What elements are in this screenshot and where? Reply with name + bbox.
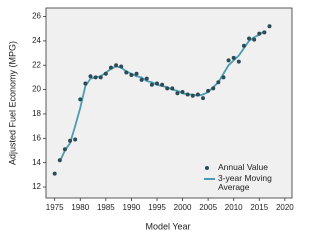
- legend-symbol: [204, 178, 215, 180]
- data-point: [190, 93, 195, 98]
- data-point: [252, 37, 257, 42]
- data-point: [160, 82, 165, 87]
- x-tick-label: 2010: [225, 203, 243, 212]
- x-tick-label: 2005: [199, 203, 217, 212]
- data-point: [170, 86, 175, 91]
- y-tick-label: 22: [32, 60, 41, 69]
- y-tick-label: 20: [32, 85, 41, 94]
- x-tick-label: 1980: [71, 203, 89, 212]
- data-point: [231, 55, 236, 60]
- data-point: [68, 138, 73, 143]
- y-tick-label: 24: [32, 36, 41, 45]
- y-tick-label: 16: [32, 133, 41, 142]
- data-point: [262, 30, 267, 35]
- data-point: [144, 76, 149, 81]
- y-tick-label: 12: [32, 182, 41, 191]
- y-axis-label: Adjusted Fuel Economy (MPG): [7, 41, 17, 165]
- data-point: [267, 24, 272, 29]
- data-point: [129, 72, 134, 77]
- data-point: [257, 31, 262, 36]
- data-point: [98, 75, 103, 80]
- data-point: [241, 43, 246, 48]
- data-point: [52, 171, 57, 176]
- data-point: [211, 86, 216, 91]
- data-point: [216, 80, 221, 85]
- data-point: [195, 92, 200, 97]
- legend-label: Annual Value: [218, 162, 268, 172]
- legend-entry: 3-year Moving Average: [202, 174, 288, 192]
- data-point: [206, 88, 211, 93]
- data-point: [165, 86, 170, 91]
- data-point: [221, 75, 226, 80]
- data-point: [114, 63, 119, 68]
- x-tick-label: 1985: [97, 203, 115, 212]
- x-tick-label: 1975: [46, 203, 64, 212]
- x-axis-label: Model Year: [145, 221, 190, 231]
- data-point: [180, 90, 185, 95]
- data-point: [236, 59, 241, 64]
- data-point: [185, 92, 190, 97]
- data-point: [62, 147, 67, 152]
- legend: Annual Value 3-year Moving Average: [202, 163, 288, 194]
- x-tick-label: 2015: [250, 203, 268, 212]
- x-tick-label: 1990: [123, 203, 141, 212]
- data-point: [93, 75, 98, 80]
- data-point: [119, 64, 124, 69]
- data-point: [139, 77, 144, 82]
- x-tick-label: 2020: [276, 203, 294, 212]
- y-tick-label: 26: [32, 12, 41, 21]
- legend-label: 3-year Moving Average: [218, 173, 272, 192]
- data-point: [247, 36, 252, 41]
- legend-entry: Annual Value: [202, 163, 288, 172]
- data-point: [201, 96, 206, 101]
- data-point: [175, 91, 180, 96]
- data-point: [103, 71, 108, 76]
- y-tick-label: 18: [32, 109, 41, 118]
- data-point: [108, 65, 113, 70]
- data-point: [149, 82, 154, 87]
- data-point: [226, 58, 231, 63]
- chart-svg: Model Year Adjusted Fuel Economy (MPG) 1…: [7, 7, 294, 231]
- data-point: [134, 71, 139, 76]
- data-point: [83, 81, 88, 86]
- chart: Model Year Adjusted Fuel Economy (MPG) 1…: [7, 7, 294, 231]
- data-point: [57, 158, 62, 163]
- data-point: [78, 97, 83, 102]
- data-point: [124, 70, 129, 75]
- data-point: [154, 81, 159, 86]
- legend-symbol: [205, 166, 209, 170]
- y-tick-label: 14: [32, 158, 41, 167]
- data-point: [73, 137, 78, 142]
- data-point: [88, 74, 93, 79]
- x-tick-label: 1995: [148, 203, 166, 212]
- x-tick-label: 2000: [174, 203, 192, 212]
